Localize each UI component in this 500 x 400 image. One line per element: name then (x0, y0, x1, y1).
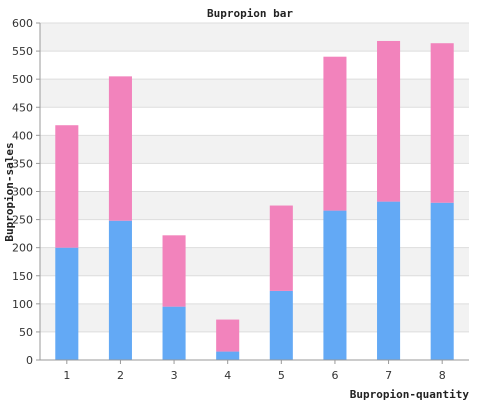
bar-segment-2 (323, 56, 347, 211)
bars (55, 40, 454, 360)
bar-segment-1 (269, 290, 293, 360)
bar-segment-2 (430, 43, 454, 203)
x-tick-label: 1 (63, 369, 70, 382)
x-tick-label: 3 (171, 369, 178, 382)
bar-segment-1 (108, 220, 132, 360)
y-tick-label: 400 (12, 129, 33, 142)
bar-segment-1 (323, 210, 347, 360)
y-tick-label: 0 (26, 354, 33, 367)
y-tick-label: 100 (12, 298, 33, 311)
bar-segment-2 (55, 125, 79, 248)
y-tick-label: 200 (12, 242, 33, 255)
bar-segment-1 (216, 351, 240, 360)
chart-title: Bupropion bar (207, 7, 293, 20)
x-tick-label: 5 (278, 369, 285, 382)
y-tick-label: 250 (12, 214, 33, 227)
bar-segment-2 (108, 76, 132, 221)
y-tick-label: 150 (12, 270, 33, 283)
grid-band (40, 219, 469, 248)
grid-band (40, 51, 469, 80)
grid-band (40, 107, 469, 136)
grid-band (40, 23, 469, 52)
y-tick-label: 300 (12, 186, 33, 199)
y-tick-label: 550 (12, 45, 33, 58)
bar-segment-2 (377, 40, 401, 202)
grid-band (40, 275, 469, 304)
grid-band (40, 79, 469, 108)
y-tick-labels: 0 50 100 150 200 250 300 350 400 450 500 550 600 (12, 17, 33, 367)
x-tick-label: 6 (331, 369, 338, 382)
axes (39, 23, 469, 361)
bar-segment-2 (216, 319, 240, 352)
bar-segment-2 (269, 205, 293, 291)
x-tick-label: 4 (224, 369, 231, 382)
y-tick-label: 50 (19, 326, 33, 339)
y-tick-label: 450 (12, 101, 33, 114)
bar-segment-1 (377, 201, 401, 360)
grid-band (40, 303, 469, 332)
y-tick-label: 500 (12, 73, 33, 86)
x-tick-label: 8 (439, 369, 446, 382)
grid-band (40, 135, 469, 164)
x-tick-label: 2 (117, 369, 124, 382)
x-tick-label: 7 (385, 369, 392, 382)
bar-segment-1 (162, 306, 186, 360)
grid-band (40, 247, 469, 276)
bar-segment-1 (55, 247, 79, 360)
y-tick-label: 600 (12, 17, 33, 30)
x-axis-title: Bupropion-quantity (350, 388, 470, 400)
y-tick-label: 350 (12, 157, 33, 170)
x-tick-labels: 1 2 3 4 5 6 7 8 (63, 360, 446, 382)
bar-segment-1 (430, 202, 454, 360)
y-axis-title: Bupropion-sales (3, 142, 16, 241)
grid-band (40, 331, 469, 360)
grid-band (40, 191, 469, 220)
bar-segment-2 (162, 235, 186, 307)
grid-band (40, 163, 469, 192)
